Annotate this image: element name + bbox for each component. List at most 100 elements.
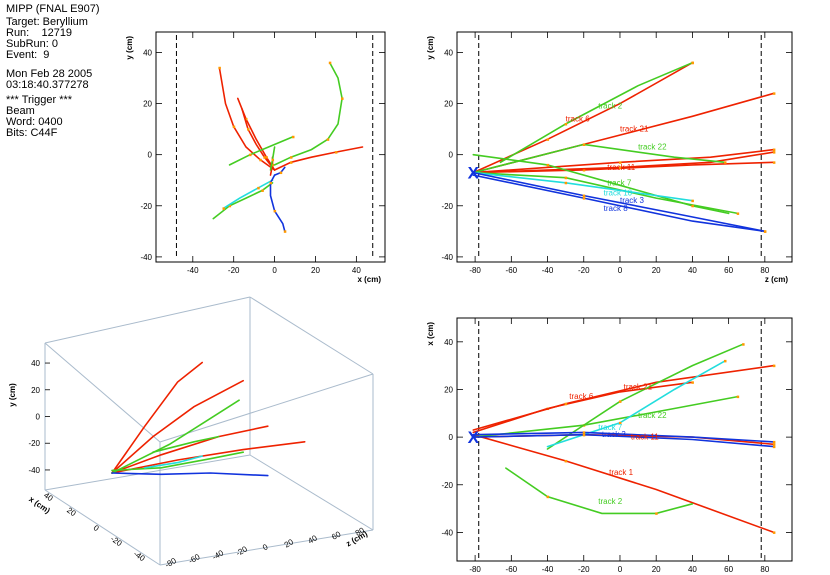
hit-marker [655,512,658,515]
y-axis-label: y (cm) [125,36,134,60]
y-tick-label: 40 [143,48,152,57]
y-tick-label: 40 [444,48,453,57]
experiment-title: MIPP (FNAL E907) [6,3,100,15]
track-track-g3 [546,343,744,450]
hit-marker [546,138,550,141]
hit-marker [582,194,586,198]
hit-marker [772,92,776,95]
x-tick-label: -40 [542,266,554,275]
y-tick-label: -20 [441,481,453,490]
hit-marker [618,421,622,425]
y-tick-label: -20 [441,202,453,211]
hit-marker [582,431,586,434]
hit-marker [334,151,338,154]
y3d-tick-label: 40 [31,359,40,368]
track3d-r4 [111,441,306,474]
y-tick-label: 0 [148,151,153,160]
track-c1 [222,179,274,210]
track-track-8 [472,174,766,233]
hit-marker [289,161,293,164]
box-edge [44,454,251,491]
hit-marker [341,97,344,100]
track3d-r3 [111,425,269,474]
track-label: track 22 [638,143,667,152]
hit-marker [228,204,232,208]
y-tick-label: 0 [449,151,454,160]
hit-marker [271,158,275,162]
x-tick-label: -40 [542,565,554,574]
hit-marker [244,117,248,121]
box-edge [249,454,374,531]
x3d-tick-label: 0 [92,523,101,533]
track-track-1 [472,433,775,534]
hit-marker [257,186,260,190]
box-edge [159,373,374,443]
trigger-word: Word: 0400 [6,116,63,128]
y-tick-label: 20 [444,100,453,109]
hit-marker [736,212,740,215]
hit-marker [742,343,745,346]
x-tick-label: 0 [618,565,623,574]
z3d-tick-label: -40 [211,548,226,562]
hit-marker [232,125,236,129]
box-edge [249,296,374,375]
plot-frame [456,317,793,562]
hit-marker [326,138,330,141]
track-label: track 6 [566,114,591,123]
hit-marker [691,61,694,65]
track-label: track 21 [624,382,653,391]
y-axis-label: y (cm) [426,36,435,60]
box-edge [44,296,251,344]
track-track-red-5 [472,148,775,174]
hit-marker [763,230,767,233]
hit-marker [247,128,250,131]
hit-marker [564,459,568,463]
x-tick-label: 40 [688,266,697,275]
hit-marker [772,161,776,164]
hit-marker [618,161,622,164]
hit-marker [724,161,727,164]
hit-marker [261,189,264,192]
hit-marker [618,166,622,169]
target-label: Target: Beryllium [6,16,88,28]
hit-marker [564,176,568,180]
track-label: track 11 [631,433,659,442]
track-label: track 22 [638,411,667,420]
hit-marker [772,445,776,449]
z3d-tick-label: -60 [187,552,202,566]
x-tick-label: 60 [724,565,733,574]
track-track-b2 [472,431,775,443]
hit-marker [273,209,277,213]
y-tick-label: 20 [444,385,453,394]
x-tick-label: 0 [272,266,277,275]
run-label: Run: 12719 [6,27,73,39]
hit-marker [289,156,293,159]
track-label: track 3 [620,196,645,205]
hit-marker [772,151,776,154]
track-track-10 [472,171,694,202]
hit-marker [546,495,550,499]
track3d-g3 [111,451,244,472]
x-tick-label: 60 [724,266,733,275]
hit-marker [618,400,622,403]
x-tick-label: 40 [688,565,697,574]
track-track-3 [472,153,730,215]
x-tick-label: -60 [506,565,518,574]
y-tick-label: -40 [441,528,453,537]
y-axis-label: x (cm) [426,322,435,346]
track-label: track 8 [604,204,629,213]
track-track-2 [499,61,694,164]
y3d-tick-label: 20 [31,386,40,395]
vertex-marker: X [468,164,480,183]
track-track-red-4 [472,151,775,174]
hit-marker [582,197,586,200]
track-track-b1 [472,171,766,233]
x3d-tick-label: -20 [109,534,124,548]
hit-marker [724,359,727,363]
x-tick-label: -80 [469,565,481,574]
track3d-r2 [111,379,244,474]
z3d-tick-label: 0 [261,542,270,552]
track3d-c1 [144,455,203,469]
